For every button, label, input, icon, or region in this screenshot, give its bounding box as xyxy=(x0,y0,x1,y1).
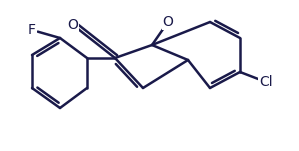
Text: O: O xyxy=(68,18,78,32)
Text: F: F xyxy=(28,23,36,37)
Text: O: O xyxy=(163,15,173,29)
Text: Cl: Cl xyxy=(259,75,273,89)
